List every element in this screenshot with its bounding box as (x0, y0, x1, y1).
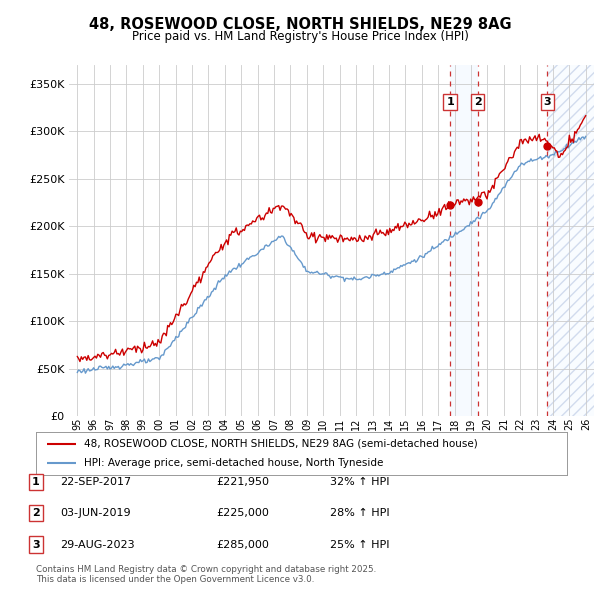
Text: 1: 1 (446, 97, 454, 107)
Text: 48, ROSEWOOD CLOSE, NORTH SHIELDS, NE29 8AG (semi-detached house): 48, ROSEWOOD CLOSE, NORTH SHIELDS, NE29 … (84, 439, 478, 449)
Text: Contains HM Land Registry data © Crown copyright and database right 2025.
This d: Contains HM Land Registry data © Crown c… (36, 565, 376, 584)
Text: Price paid vs. HM Land Registry's House Price Index (HPI): Price paid vs. HM Land Registry's House … (131, 30, 469, 43)
Text: £221,950: £221,950 (216, 477, 269, 487)
Text: 3: 3 (544, 97, 551, 107)
Bar (450, 65, 478, 416)
Text: 25% ↑ HPI: 25% ↑ HPI (330, 540, 389, 549)
Text: 2: 2 (32, 509, 40, 518)
Bar (547, 65, 594, 416)
Text: 2: 2 (474, 97, 482, 107)
Text: 1: 1 (32, 477, 40, 487)
Text: 28% ↑ HPI: 28% ↑ HPI (330, 509, 389, 518)
Text: 22-SEP-2017: 22-SEP-2017 (60, 477, 131, 487)
Text: £285,000: £285,000 (216, 540, 269, 549)
Bar (547, 65, 594, 416)
Text: 03-JUN-2019: 03-JUN-2019 (60, 509, 131, 518)
Text: 3: 3 (32, 540, 40, 549)
Text: 29-AUG-2023: 29-AUG-2023 (60, 540, 134, 549)
Text: £225,000: £225,000 (216, 509, 269, 518)
Text: 32% ↑ HPI: 32% ↑ HPI (330, 477, 389, 487)
Text: HPI: Average price, semi-detached house, North Tyneside: HPI: Average price, semi-detached house,… (84, 458, 383, 468)
Text: 48, ROSEWOOD CLOSE, NORTH SHIELDS, NE29 8AG: 48, ROSEWOOD CLOSE, NORTH SHIELDS, NE29 … (89, 17, 511, 31)
